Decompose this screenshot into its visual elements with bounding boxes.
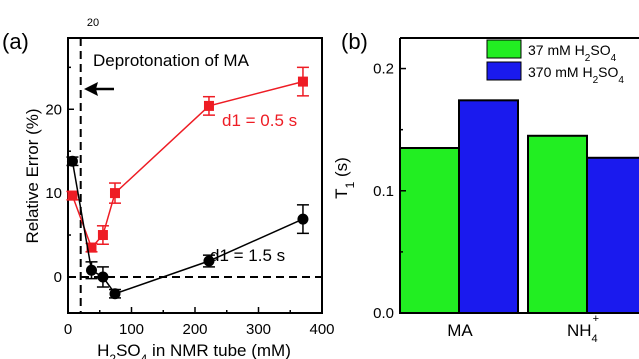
legend-label-sub2: 4: [618, 75, 624, 86]
xtick-nh4-main: NH: [567, 321, 592, 340]
legend-label-sub2: 4: [611, 53, 617, 64]
data-point: [109, 288, 121, 300]
left-arrow-icon: [84, 82, 114, 96]
x-label-part2: SO: [116, 341, 141, 359]
x-tick-label: 400: [309, 321, 334, 338]
x-label-sub2: 4: [141, 352, 148, 359]
annotation-text: Deprotonation of MA: [93, 51, 250, 70]
bar: [527, 134, 588, 314]
data-point: [109, 188, 120, 199]
legend-label-pre: 370 mM H: [528, 64, 593, 80]
x-label-part3: in NMR tube (mM): [147, 341, 291, 359]
legend-label-pre: 37 mM H: [528, 42, 585, 58]
bar: [399, 147, 460, 314]
data-point: [203, 255, 215, 267]
vertical-line-annotation: 20: [87, 17, 99, 29]
ylabel-b-sub: 1: [343, 181, 357, 188]
data-point: [297, 76, 308, 87]
bar: [458, 99, 519, 315]
xtick-ma: MA: [447, 321, 473, 340]
x-tick-label: 0: [64, 321, 72, 338]
x-label-sub1: 2: [109, 352, 116, 359]
xtick-nh4-sub: 4: [592, 333, 598, 345]
y-axis-label-b: T1 (s): [332, 157, 357, 199]
legend-label-sub: 2: [585, 53, 591, 64]
y-tick-label: 10: [45, 185, 62, 202]
y-tick-label-b: 0.0: [373, 305, 394, 322]
series-line-0: [71, 80, 304, 250]
x-tick-label: 200: [182, 321, 207, 338]
series-line-1: [71, 161, 304, 295]
series-label-black: d1 = 1.5 s: [210, 246, 285, 265]
data-point: [97, 271, 109, 283]
data-point: [67, 190, 78, 201]
legend-label: 370 mM H2SO4: [528, 64, 624, 86]
y-axis-label: Relative Error (%): [23, 108, 42, 243]
data-point: [85, 264, 97, 276]
data-point: [203, 100, 214, 111]
data-series: [66, 66, 309, 300]
data-point: [297, 213, 309, 225]
ylabel-b-main: T: [332, 188, 351, 198]
y-tick-label-b: 0.2: [373, 61, 394, 78]
y-axis-ticks: 0 10 20: [45, 66, 74, 286]
y-tick-label: 0: [54, 269, 62, 286]
panel-a-label: (a): [2, 29, 29, 54]
x-axis-label: H2SO4 in NMR tube (mM): [97, 341, 291, 359]
legend-label-mid: SO: [590, 42, 610, 58]
data-point: [66, 155, 78, 167]
bar: [586, 156, 639, 314]
x-tick-label: 100: [119, 321, 144, 338]
x-label-part1: H: [97, 341, 109, 359]
legend-swatch: [486, 61, 522, 81]
data-point: [97, 230, 108, 241]
x-axis-ticks: 0 100 200 300 400: [64, 307, 335, 338]
reference-lines: [68, 38, 322, 313]
legend-label-sub: 2: [593, 75, 599, 86]
ylabel-b-rest: (s): [332, 157, 351, 182]
y-tick-label: 20: [45, 101, 62, 118]
legend-label: 37 mM H2SO4: [528, 42, 617, 64]
x-tick-label: 300: [246, 321, 271, 338]
legend-label-mid: SO: [598, 64, 618, 80]
y-tick-label-b: 0.1: [373, 183, 394, 200]
xtick-nh4-sup: +: [593, 313, 599, 325]
y-axis-ticks-b: 0.0 0.1 0.2: [373, 61, 406, 322]
bars: [399, 99, 639, 315]
xtick-nh4: NH4 +: [567, 313, 599, 345]
data-point: [86, 242, 97, 253]
panel-a-frame: [67, 37, 323, 314]
panel-b-label: (b): [341, 29, 368, 54]
legend-swatch: [486, 39, 522, 59]
series-label-red: d1 = 0.5 s: [222, 111, 297, 130]
